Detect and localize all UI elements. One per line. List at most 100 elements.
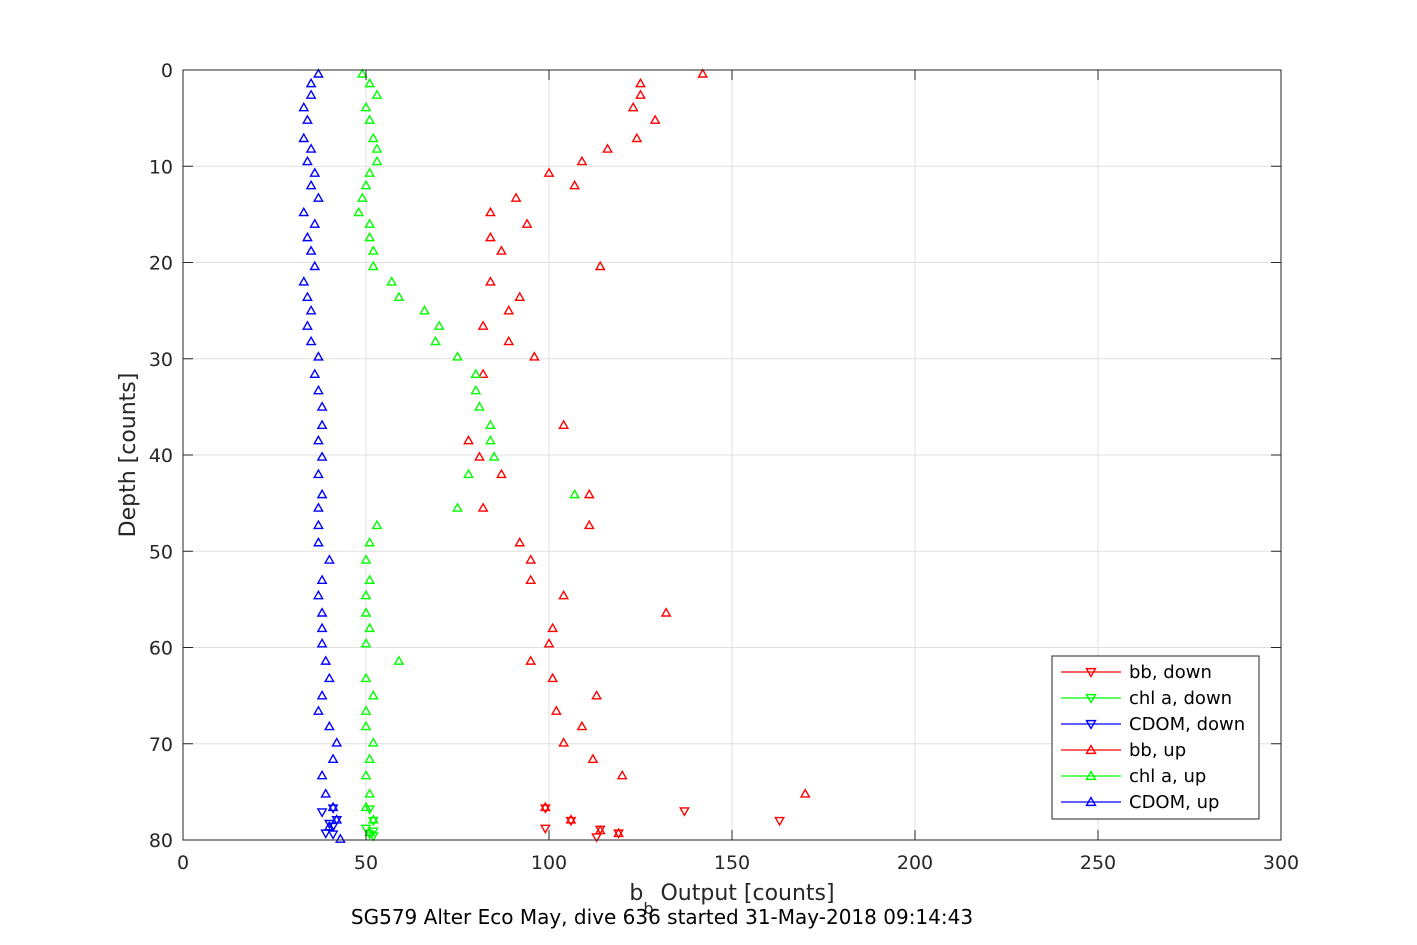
data-point xyxy=(525,655,537,665)
data-point xyxy=(565,814,577,824)
data-point xyxy=(360,554,372,564)
data-point xyxy=(360,101,372,112)
data-point xyxy=(364,622,376,633)
series-4 xyxy=(353,68,581,837)
data-point xyxy=(452,351,463,361)
data-point xyxy=(360,801,372,812)
data-point xyxy=(393,655,405,665)
data-point xyxy=(452,502,463,512)
data-point xyxy=(477,368,489,378)
data-point xyxy=(323,720,335,731)
data-point xyxy=(323,672,335,683)
data-point xyxy=(305,179,317,190)
data-point xyxy=(305,335,317,346)
x-tick-label: 100 xyxy=(531,852,567,874)
data-point xyxy=(323,820,335,831)
data-point xyxy=(313,192,324,202)
data-point xyxy=(302,291,313,301)
data-point xyxy=(309,260,321,271)
data-point xyxy=(543,167,555,177)
data-point xyxy=(360,179,372,190)
data-point xyxy=(514,536,526,547)
data-point xyxy=(316,401,328,411)
data-point xyxy=(364,231,376,242)
data-point xyxy=(305,245,317,255)
data-point xyxy=(313,434,324,445)
dive-caption: SG579 Alter Eco May, dive 636 started 31… xyxy=(351,905,973,929)
data-point xyxy=(474,451,485,461)
data-point xyxy=(313,502,324,512)
data-point xyxy=(635,77,646,88)
data-point xyxy=(558,737,570,747)
legend-marker xyxy=(1085,719,1097,730)
data-point xyxy=(430,335,441,346)
data-point xyxy=(302,320,313,330)
data-point xyxy=(525,554,537,564)
data-point xyxy=(485,231,496,242)
data-point xyxy=(323,554,335,564)
data-point xyxy=(305,143,317,153)
data-point xyxy=(547,672,559,683)
data-point xyxy=(635,89,646,99)
data-point xyxy=(660,607,672,617)
data-point xyxy=(302,114,313,124)
data-point xyxy=(774,816,785,827)
data-point xyxy=(316,607,328,617)
data-point xyxy=(320,788,332,798)
data-point xyxy=(594,824,606,835)
data-point xyxy=(309,167,321,177)
data-point xyxy=(302,231,313,242)
data-point xyxy=(298,206,310,217)
data-point xyxy=(371,89,383,99)
x-axis-title-base: b xyxy=(629,881,643,906)
data-point xyxy=(371,519,383,530)
data-point xyxy=(316,638,328,648)
data-point xyxy=(679,807,690,817)
data-point xyxy=(602,143,613,153)
data-point xyxy=(474,401,485,411)
legend-marker xyxy=(1085,744,1097,755)
data-point xyxy=(313,519,324,530)
x-tick-label: 300 xyxy=(1263,852,1299,874)
legend-label: bb, up xyxy=(1129,740,1186,761)
data-point xyxy=(316,808,328,818)
data-point xyxy=(302,155,313,166)
data-point xyxy=(313,384,324,395)
legend-label: bb, down xyxy=(1129,662,1212,683)
data-point xyxy=(360,705,372,715)
data-point xyxy=(305,305,317,315)
data-point xyxy=(334,833,346,843)
data-point xyxy=(316,690,328,700)
data-point xyxy=(360,607,372,617)
data-point xyxy=(327,801,339,812)
data-point xyxy=(503,335,515,346)
axis-ticks: 0 50 100 150 200 250 300 0 10 20 30 40 50 60 70 80 xyxy=(149,60,1299,874)
data-point xyxy=(514,291,526,301)
data-point xyxy=(367,832,379,842)
x-tick-label: 250 xyxy=(1080,852,1116,874)
data-point xyxy=(367,245,379,255)
data-point xyxy=(539,824,551,835)
data-point xyxy=(313,705,324,715)
data-point xyxy=(569,488,581,499)
x-tick-label: 200 xyxy=(897,852,933,874)
series-5 xyxy=(298,68,346,843)
data-point xyxy=(367,690,379,700)
data-point xyxy=(576,155,588,166)
data-point xyxy=(305,77,317,88)
data-point xyxy=(558,589,570,600)
data-point xyxy=(583,488,595,499)
data-markers xyxy=(298,68,811,843)
legend-marker xyxy=(1085,693,1097,704)
data-point xyxy=(356,192,368,202)
data-point xyxy=(488,451,500,461)
data-point xyxy=(364,77,376,88)
y-tick-label: 60 xyxy=(149,638,173,660)
data-point xyxy=(503,305,515,315)
data-point xyxy=(477,502,489,512)
data-point xyxy=(470,368,482,378)
data-point xyxy=(298,132,310,143)
data-point xyxy=(594,260,606,271)
data-point xyxy=(496,468,507,479)
